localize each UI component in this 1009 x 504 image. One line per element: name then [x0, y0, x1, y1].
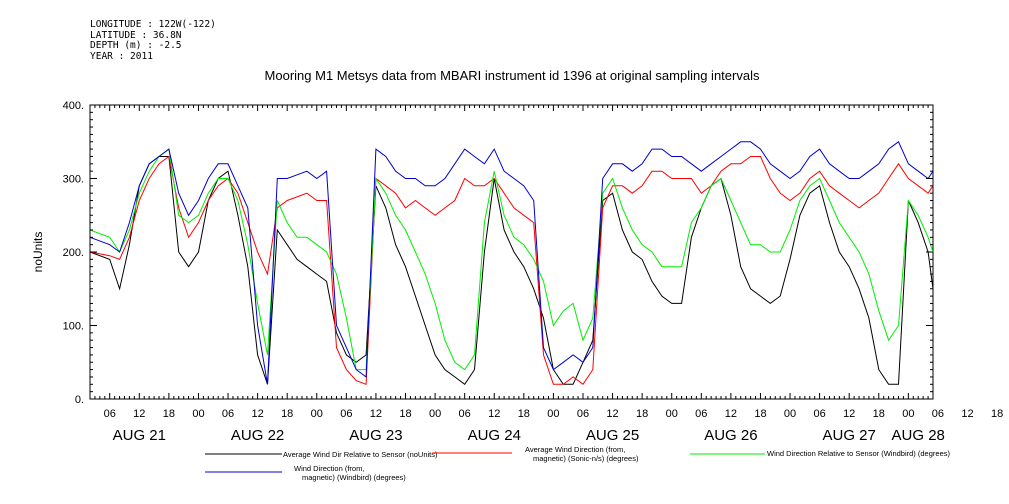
x-tick-label: 06 — [340, 408, 352, 420]
meta-line: LATITUDE : 36.8N — [90, 29, 182, 41]
y-tick-label: 100. — [63, 321, 84, 333]
x-tick-label: 06 — [813, 408, 825, 420]
x-tick-label: 06 — [459, 408, 471, 420]
series-line — [89, 156, 934, 386]
x-tick-label: 18 — [636, 408, 648, 420]
x-tick-label: 12 — [961, 408, 973, 420]
date-label: AUG 26 — [704, 427, 757, 444]
axis-layer: 06 12 18 00 06 12 18 00 06 12 18 00 06 12 18 00 06 12 18 00… — [63, 100, 1004, 444]
date-label: AUG 24 — [468, 427, 521, 444]
x-tick-label: 18 — [754, 408, 766, 420]
legend-label: Average Wind Dir Relative to Sensor (noU… — [283, 450, 438, 459]
series-line — [89, 155, 934, 386]
x-tick-label: 06 — [577, 408, 589, 420]
date-label: AUG 23 — [349, 427, 402, 444]
date-label: AUG 25 — [586, 427, 639, 444]
x-tick-label: 12 — [251, 408, 263, 420]
x-tick-label: 12 — [488, 408, 500, 420]
date-label: AUG 21 — [113, 427, 166, 444]
series-line — [89, 141, 934, 385]
x-tick-label: 06 — [932, 408, 944, 420]
x-tick-label: 06 — [695, 408, 707, 420]
x-tick-label: 00 — [311, 408, 323, 420]
x-tick-label: 18 — [281, 408, 293, 420]
x-tick-label: 00 — [902, 408, 914, 420]
x-tick-label: 06 — [222, 408, 234, 420]
x-tick-label: 18 — [873, 408, 885, 420]
y-tick-label: 200. — [63, 247, 84, 259]
legend-label: Average Wind Direction (from, — [525, 445, 625, 454]
x-tick-label: 00 — [547, 408, 559, 420]
x-tick-label: 00 — [666, 408, 678, 420]
x-tick-label: 00 — [784, 408, 796, 420]
x-tick-label: 12 — [843, 408, 855, 420]
x-tick-label: 06 — [104, 408, 116, 420]
plot-frame — [89, 104, 934, 400]
legend-label: Wind Direction (from, — [294, 464, 364, 473]
date-label: AUG 27 — [823, 427, 876, 444]
x-tick-label: 12 — [133, 408, 145, 420]
x-tick-label: 18 — [399, 408, 411, 420]
x-tick-label: 00 — [429, 408, 441, 420]
x-tick-label: 12 — [606, 408, 618, 420]
x-tick-label: 18 — [518, 408, 530, 420]
legend-label: magnetic) (Windbird) (degrees) — [302, 473, 406, 482]
legend-label: magnetic) (Sonic-n/s) (degrees) — [533, 454, 639, 463]
y-axis-label: noUnits — [31, 232, 45, 273]
x-tick-label: 00 — [192, 408, 204, 420]
series-layer — [89, 141, 934, 386]
series-line — [89, 148, 934, 371]
meta-line: DEPTH (m) : -2.5 — [90, 40, 182, 51]
x-tick-label: 12 — [370, 408, 382, 420]
x-tick-label: 18 — [163, 408, 175, 420]
meta-line: LONGITUDE : 122W(-122) — [90, 19, 216, 30]
date-label: AUG 22 — [231, 427, 284, 444]
metadata-block: LONGITUDE : 122W(-122) LATITUDE : 36.8N … — [90, 19, 216, 62]
y-tick-label: 400. — [63, 100, 84, 112]
legend-label: Wind Direction Relative to Sensor (Windb… — [767, 449, 950, 458]
meta-line: YEAR : 2011 — [90, 50, 153, 62]
y-tick-label: 300. — [63, 174, 84, 186]
chart-title: Mooring M1 Metsys data from MBARI instru… — [265, 68, 760, 83]
x-tick-label: 18 — [991, 408, 1003, 420]
y-tick-label: 0. — [75, 394, 84, 406]
legend: Average Wind Dir Relative to Sensor (noU… — [205, 445, 950, 482]
date-label: AUG 28 — [892, 427, 945, 444]
x-tick-label: 12 — [725, 408, 737, 420]
